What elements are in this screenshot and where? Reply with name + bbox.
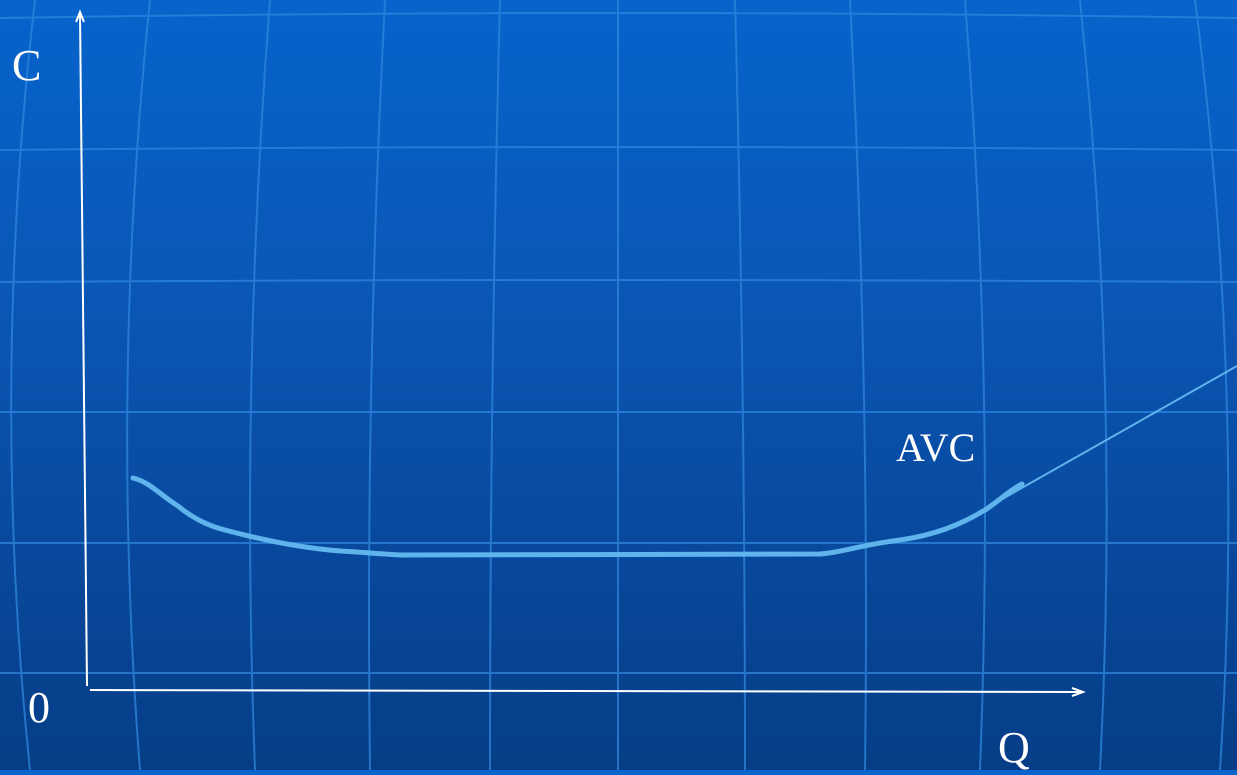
grid-line-vertical: [489, 0, 501, 771]
y-axis: [79, 13, 88, 687]
grid-line-vertical: [10, 0, 36, 771]
grid-line-vertical: [1194, 0, 1230, 771]
origin-label: 0: [28, 683, 50, 732]
grid-line-vertical: [734, 0, 746, 771]
avc-curve: [130, 475, 1025, 558]
grid-line-vertical: [1079, 0, 1108, 771]
axes: [75, 9, 1086, 697]
x-axis-label: Q: [998, 723, 1030, 772]
y-axis-label: C: [12, 41, 42, 90]
grid-line-vertical: [964, 0, 986, 771]
grid-line-vertical: [249, 0, 271, 771]
tangent-line: [989, 365, 1237, 507]
grid-line-vertical: [368, 0, 386, 771]
x-axis: [89, 689, 1081, 693]
avc-curve-label: AVC: [896, 425, 976, 470]
y-axis-arrowhead: [75, 9, 85, 23]
grid-line-vertical: [849, 0, 867, 771]
x-axis-arrowhead: [1071, 687, 1086, 697]
grid-line-vertical: [126, 0, 151, 771]
